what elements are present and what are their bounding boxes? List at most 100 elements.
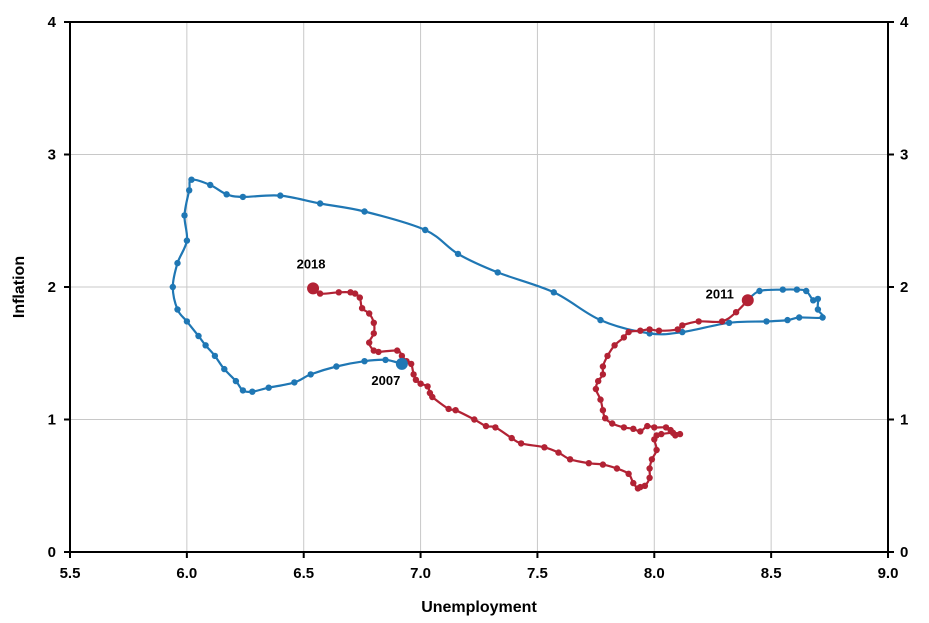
x-tick-label: 7.0 [410,565,431,582]
data-point [613,465,621,472]
data-point [239,193,247,201]
data-point [508,434,515,442]
x-tick-label: 5.5 [60,565,81,582]
data-point [541,444,548,451]
data-point [412,376,420,383]
data-point [756,287,763,295]
data-point [644,422,651,430]
data-point [188,176,195,183]
data-point [370,330,377,337]
data-point [333,363,340,370]
x-axis-tick-labels: 5.5 6.0 6.5 7.0 7.5 8.0 8.5 9.0 [60,565,899,582]
data-point [796,314,803,321]
data-point [471,416,478,423]
data-point [646,326,653,333]
annotations: 2007 2011 2018 [297,256,734,388]
data-point [555,449,562,456]
data-point [679,322,686,329]
x-axis-title: Unemployment [421,599,537,616]
highlight-points [307,282,754,370]
highlight-point [307,282,320,295]
data-point [366,339,373,346]
data-point [482,422,490,430]
data-point [291,379,298,386]
data-point [347,289,354,296]
x-tick-label: 8.0 [644,565,665,582]
y-tick-label-left: 3 [48,147,56,164]
data-point [630,479,637,487]
y-tick-label-left: 1 [48,412,56,429]
data-point [426,389,434,397]
data-point [410,371,417,378]
annotation-label: 2011 [706,286,734,301]
data-point [181,212,188,219]
highlight-point [741,294,754,307]
data-point [803,287,810,295]
y-tick-label-right: 0 [900,544,908,561]
data-point [452,407,459,414]
data-point [611,342,618,349]
data-point [356,294,363,301]
data-point [599,363,607,370]
y-axis-title: Inflation [11,256,28,318]
data-point [422,226,429,234]
data-point [655,327,663,334]
data-point [445,405,452,413]
series-line [312,287,749,490]
y-tick-label-left: 0 [48,544,56,561]
data-point [232,377,240,385]
data-point [651,436,658,443]
data-point [634,485,642,492]
y-tick-label-right: 1 [900,412,908,429]
data-point [602,415,609,422]
data-point [207,181,214,189]
data-point [183,237,191,244]
data-point [361,358,368,365]
data-point [620,424,628,431]
data-point [265,384,272,391]
data-point [595,377,602,385]
y-axis-tick-labels-left: 0 1 2 3 4 [48,14,57,561]
y-tick-label-left: 4 [48,14,57,31]
data-point [819,314,826,321]
data-point [763,318,770,325]
y-axis-tick-labels-right: 0 1 2 3 4 [900,14,909,561]
data-point [307,371,314,378]
data-point [625,328,632,336]
tick-marks [64,21,894,558]
data-point [492,424,499,431]
y-tick-label-right: 2 [900,279,908,296]
data-point [424,383,431,390]
data-point [630,425,637,432]
data-point [597,396,604,403]
data-point [599,371,607,378]
data-point [366,310,373,317]
data-point [316,290,324,297]
data-point [718,318,726,325]
data-point [676,430,684,438]
x-tick-label: 7.5 [527,565,548,582]
data-point [637,327,644,334]
data-point [625,470,632,477]
data-point [609,420,616,427]
data-point [674,326,681,333]
data-point [597,316,604,324]
data-point [316,200,324,207]
data-point [408,360,415,368]
data-point [585,460,592,467]
data-point [653,446,660,454]
x-tick-label: 6.5 [293,565,314,582]
data-point [646,474,653,481]
gridlines [70,22,888,552]
data-point [174,306,181,313]
data-point [195,332,202,340]
data-point [566,456,574,463]
y-tick-label-right: 4 [900,14,909,31]
series-2 [309,285,751,492]
data-point [398,352,406,360]
data-point [186,187,193,194]
data-point [695,318,702,325]
data-point [810,297,817,304]
data-point [592,385,600,393]
